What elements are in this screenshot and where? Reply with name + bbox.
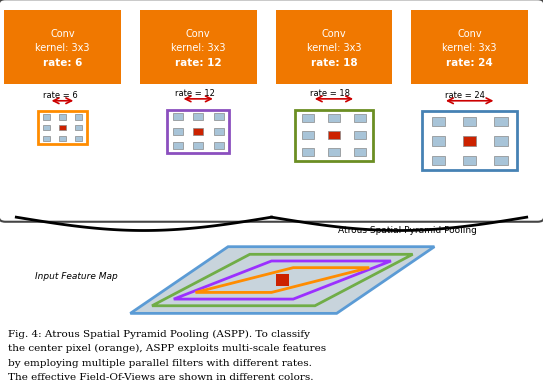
- Bar: [173, 114, 182, 120]
- Text: Fig. 4: Atrous Spatial Pyramid Pooling (ASPP). To classify: Fig. 4: Atrous Spatial Pyramid Pooling (…: [8, 330, 310, 339]
- Bar: [275, 10, 392, 84]
- Bar: [43, 114, 50, 120]
- Bar: [214, 142, 224, 149]
- Bar: [214, 114, 224, 120]
- Bar: [328, 148, 340, 156]
- Bar: [59, 125, 66, 130]
- Bar: [4, 10, 121, 84]
- Bar: [328, 114, 340, 122]
- Bar: [59, 136, 66, 141]
- Bar: [412, 10, 528, 84]
- Bar: [75, 125, 83, 130]
- Bar: [302, 114, 314, 122]
- Bar: [38, 111, 87, 144]
- Bar: [494, 136, 508, 146]
- Bar: [494, 117, 508, 126]
- Bar: [193, 142, 203, 149]
- Bar: [173, 128, 182, 135]
- Text: the center pixel (orange), ASPP exploits multi-scale features: the center pixel (orange), ASPP exploits…: [8, 344, 326, 353]
- Text: Conv: Conv: [321, 29, 346, 38]
- FancyBboxPatch shape: [0, 0, 543, 222]
- Text: The effective Field-Of-Views are shown in different colors.: The effective Field-Of-Views are shown i…: [8, 373, 314, 381]
- Bar: [328, 131, 340, 139]
- Bar: [422, 111, 517, 171]
- Bar: [43, 125, 50, 130]
- Bar: [463, 156, 476, 165]
- Bar: [302, 148, 314, 156]
- Bar: [140, 10, 257, 84]
- Text: Conv: Conv: [457, 29, 482, 38]
- Bar: [75, 114, 83, 120]
- Bar: [302, 131, 314, 139]
- Bar: [494, 156, 508, 165]
- Text: Atrous Spatial Pyramid Pooling: Atrous Spatial Pyramid Pooling: [338, 226, 477, 235]
- Text: kernel: 3x3: kernel: 3x3: [307, 43, 361, 53]
- Bar: [59, 114, 66, 120]
- Text: rate = 12: rate = 12: [175, 89, 215, 98]
- Bar: [167, 110, 229, 153]
- Bar: [294, 110, 374, 161]
- Text: Input Feature Map: Input Feature Map: [35, 272, 117, 281]
- Text: kernel: 3x3: kernel: 3x3: [171, 43, 225, 53]
- Text: rate: 6: rate: 6: [43, 58, 82, 68]
- Bar: [354, 131, 366, 139]
- Text: kernel: 3x3: kernel: 3x3: [443, 43, 497, 53]
- Text: rate: 12: rate: 12: [175, 58, 222, 68]
- Text: rate = 18: rate = 18: [310, 89, 350, 98]
- Bar: [43, 136, 50, 141]
- Bar: [432, 156, 445, 165]
- Polygon shape: [130, 247, 434, 313]
- Text: rate = 6: rate = 6: [43, 91, 77, 99]
- Bar: [173, 142, 182, 149]
- Bar: [463, 117, 476, 126]
- Bar: [75, 136, 83, 141]
- Text: by employing multiple parallel filters with different rates.: by employing multiple parallel filters w…: [8, 359, 312, 368]
- Text: rate: 18: rate: 18: [311, 58, 357, 68]
- Bar: [354, 114, 366, 122]
- Bar: [193, 114, 203, 120]
- Bar: [463, 136, 476, 146]
- Text: rate: 24: rate: 24: [446, 58, 493, 68]
- Text: Conv: Conv: [186, 29, 211, 38]
- Bar: [193, 128, 203, 135]
- Bar: [354, 148, 366, 156]
- Bar: [214, 128, 224, 135]
- Text: Conv: Conv: [50, 29, 75, 38]
- Text: rate = 24: rate = 24: [445, 91, 485, 99]
- Bar: [276, 274, 289, 286]
- Bar: [432, 136, 445, 146]
- Text: kernel: 3x3: kernel: 3x3: [35, 43, 90, 53]
- Bar: [432, 117, 445, 126]
